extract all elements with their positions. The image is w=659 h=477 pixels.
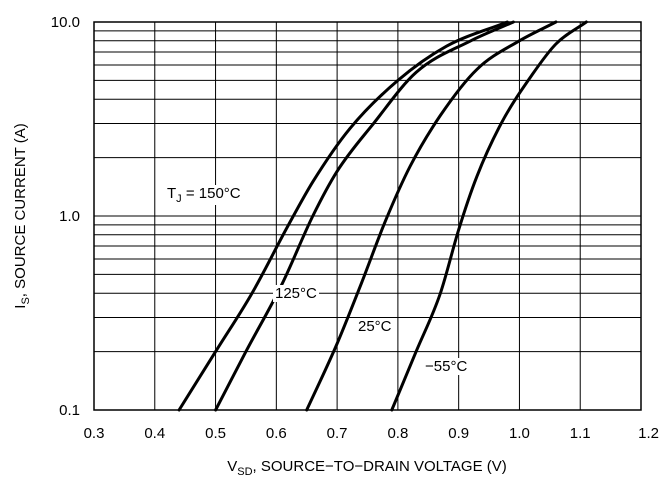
series-line-3 — [390, 20, 588, 412]
plot-frame — [93, 21, 642, 411]
y-tick-label: 0.1 — [59, 402, 80, 419]
x-axis-title: VSD, SOURCE−TO−DRAIN VOLTAGE (V) — [227, 458, 507, 477]
x-tick-label: 0.4 — [144, 425, 165, 442]
x-tick-label: 1.2 — [638, 425, 659, 442]
annotations: TJ = 150°C 125°C 25°C −55°C — [165, 185, 470, 375]
y-axis-title: IS, SOURCE CURRENT (A) — [12, 123, 32, 308]
annotation-bg — [356, 318, 394, 335]
annotation-label: 125°C — [275, 285, 317, 302]
y-tick-label: 1.0 — [59, 208, 80, 225]
annotation-label: −55°C — [425, 358, 467, 375]
x-tick-label: 0.3 — [84, 425, 105, 442]
x-tick-label: 1.1 — [570, 425, 591, 442]
y-tick-label: 10.0 — [51, 14, 80, 31]
annotation-2: 25°C — [356, 318, 394, 335]
annotation-bg — [273, 285, 320, 302]
annotation-bg — [423, 358, 470, 375]
x-tick-label: 0.6 — [266, 425, 287, 442]
x-tick-label: 1.0 — [509, 425, 530, 442]
annotation-3: −55°C — [423, 358, 470, 375]
series-line-1 — [214, 20, 515, 412]
series-line-2 — [305, 20, 558, 412]
annotation-0: TJ = 150°C — [165, 185, 243, 205]
annotation-1: 125°C — [273, 285, 320, 302]
annotation-label: 25°C — [358, 318, 392, 335]
y-tick-labels: 0.1 1.0 10.0 — [51, 14, 80, 419]
series-line-0 — [177, 20, 509, 412]
x-tick-label: 0.5 — [205, 425, 226, 442]
annotation-bg — [165, 185, 243, 205]
grid — [94, 22, 641, 410]
x-tick-labels: 0.3 0.4 0.5 0.6 0.7 0.8 0.9 1.0 1.1 1.2 — [84, 425, 659, 442]
curves — [177, 20, 588, 412]
x-tick-label: 0.9 — [448, 425, 469, 442]
annotation-label: TJ = 150°C — [167, 185, 241, 205]
x-tick-label: 0.8 — [387, 425, 408, 442]
x-tick-label: 0.7 — [327, 425, 348, 442]
